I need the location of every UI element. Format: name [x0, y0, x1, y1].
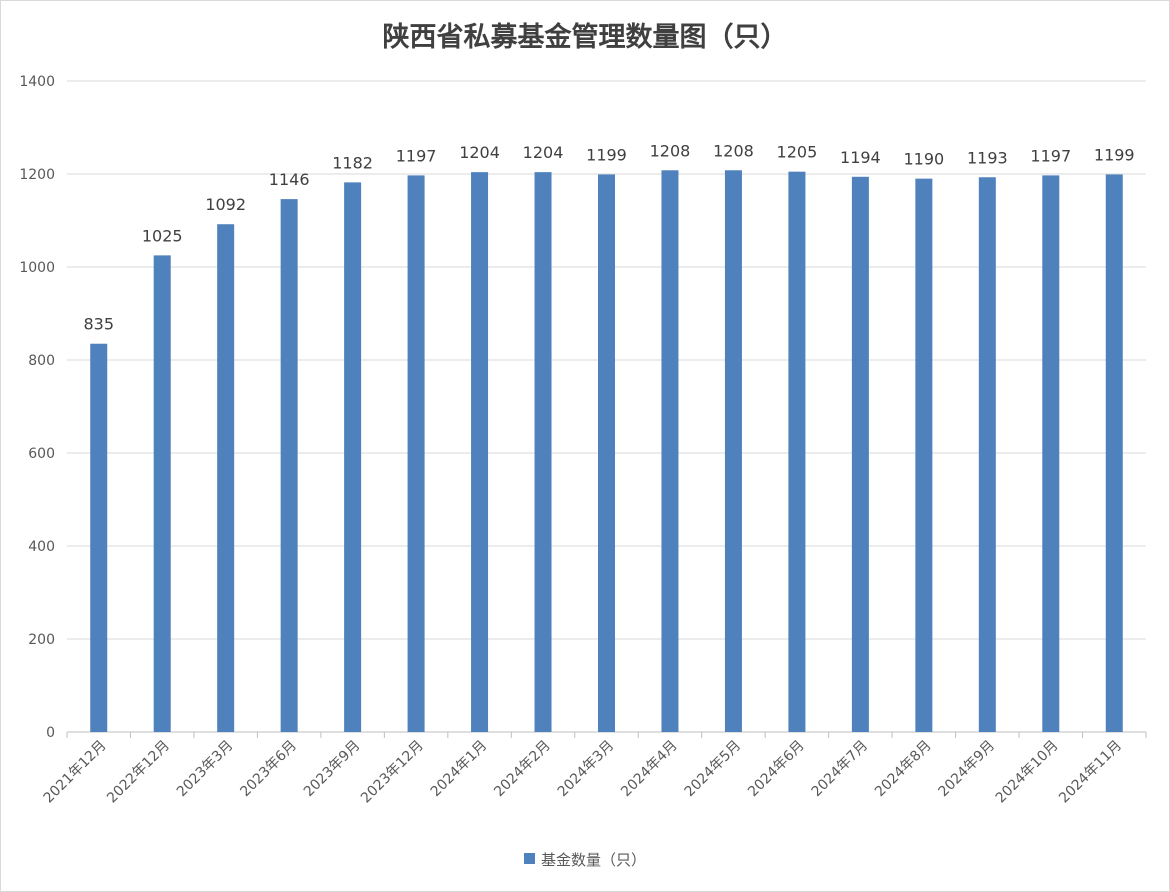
- bar: [915, 178, 933, 732]
- data-label: 1208: [650, 141, 691, 160]
- data-label: 1197: [1030, 146, 1071, 165]
- bar: [851, 176, 869, 733]
- bar: [1105, 174, 1123, 733]
- bar: [90, 343, 108, 732]
- x-tick-label: 2023年9月: [301, 738, 364, 801]
- x-tick-label: 2024年1月: [428, 738, 491, 801]
- y-tick-label: 0: [46, 725, 55, 741]
- x-tick-label: 2024年10月: [993, 738, 1062, 807]
- bar: [407, 175, 425, 732]
- bar: [471, 172, 489, 732]
- y-tick-label: 800: [28, 353, 55, 369]
- x-tick-label: 2024年9月: [936, 738, 999, 801]
- data-label: 1190: [903, 150, 944, 169]
- x-tick-label: 2024年7月: [809, 738, 872, 801]
- bar: [598, 174, 615, 733]
- y-tick-label: 1400: [19, 74, 55, 90]
- x-tick-label: 2024年3月: [555, 738, 618, 801]
- x-tick-label: 2023年3月: [174, 738, 237, 801]
- bar: [344, 182, 362, 732]
- bar: [280, 199, 298, 733]
- data-label: 1199: [586, 145, 627, 164]
- data-label: 1204: [523, 143, 564, 162]
- data-label: 1194: [840, 148, 881, 167]
- data-label: 1208: [713, 141, 754, 160]
- legend: 基金数量（只）: [1, 849, 1169, 870]
- x-tick-label: 2024年5月: [682, 738, 745, 801]
- x-tick-label: 2024年11月: [1056, 738, 1125, 807]
- x-tick-label: 2021年12月: [41, 738, 110, 807]
- bar: [788, 171, 806, 733]
- x-tick-label: 2023年12月: [358, 738, 427, 807]
- chart-title: 陕西省私募基金管理数量图（只）: [382, 22, 788, 53]
- bar: [978, 177, 996, 732]
- bar: [534, 172, 552, 732]
- data-label: 1146: [269, 170, 310, 189]
- data-label: 835: [83, 315, 114, 334]
- data-label: 1025: [142, 226, 183, 245]
- bar: [1042, 175, 1060, 732]
- bar: [217, 224, 235, 732]
- bar: [724, 170, 742, 732]
- data-label: 1205: [777, 143, 818, 162]
- x-tick-label: 2024年6月: [745, 738, 808, 801]
- x-tick-label: 2023年6月: [237, 738, 300, 801]
- y-tick-label: 400: [28, 539, 55, 555]
- data-label: 1204: [459, 143, 500, 162]
- y-tick-label: 600: [28, 446, 55, 462]
- data-label: 1197: [396, 146, 437, 165]
- data-label: 1193: [967, 148, 1008, 167]
- bar: [153, 255, 171, 732]
- bar: [661, 170, 679, 732]
- y-tick-label: 1200: [19, 167, 55, 183]
- y-tick-label: 200: [28, 632, 55, 648]
- data-label: 1199: [1094, 145, 1135, 164]
- legend-swatch: [523, 853, 535, 864]
- data-label: 1092: [205, 195, 246, 214]
- data-label: 1182: [332, 153, 373, 172]
- x-tick-label: 2024年2月: [491, 738, 554, 801]
- x-tick-label: 2022年12月: [104, 738, 173, 807]
- y-tick-label: 1000: [19, 260, 55, 276]
- legend-label: 基金数量（只）: [540, 851, 646, 869]
- x-tick-label: 2024年4月: [618, 738, 681, 801]
- x-tick-label: 2024年8月: [872, 738, 935, 801]
